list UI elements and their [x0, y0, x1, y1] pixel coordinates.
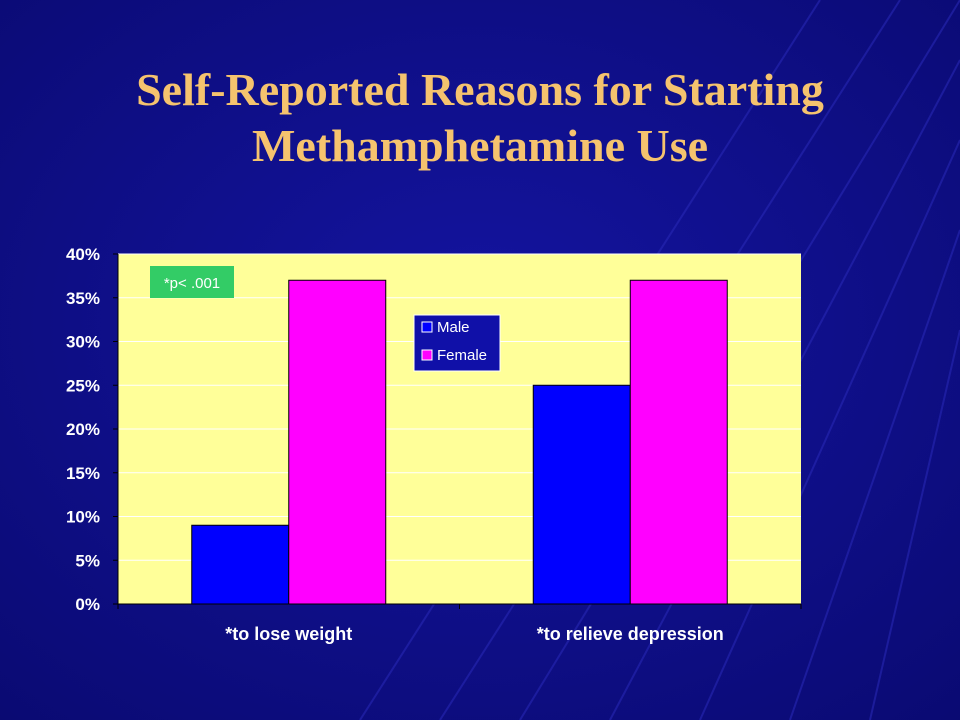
- bar-male-2: [532, 384, 631, 605]
- x-category-label: *to lose weight: [225, 624, 352, 644]
- bar-female-2: [629, 279, 728, 605]
- slide-title: Self-Reported Reasons for Starting Metha…: [40, 62, 920, 174]
- y-tick-label: 10%: [66, 508, 100, 527]
- x-category-label: *to relieve depression: [537, 624, 724, 644]
- y-tick-label: 15%: [66, 464, 100, 483]
- slide-title-line-1: Self-Reported Reasons for Starting: [136, 64, 824, 115]
- y-tick-label: 40%: [66, 245, 100, 264]
- legend-label-male: Male: [437, 319, 470, 336]
- y-tick-label: 25%: [66, 376, 100, 395]
- legend-swatch-male: [421, 321, 433, 333]
- y-tick-label: 0%: [75, 595, 100, 614]
- y-tick-label: 30%: [66, 333, 100, 352]
- y-axis-ticks: 0% 5% 10% 15% 20% 25% 30% 35% 40%: [66, 245, 118, 614]
- bar-male-1: [191, 524, 290, 605]
- slide-title-line-2: Methamphetamine Use: [251, 120, 709, 171]
- significance-note: *p< .001: [150, 266, 234, 298]
- y-tick-label: 20%: [66, 420, 100, 439]
- x-axis-labels: *to lose weight *to relieve depression: [225, 624, 724, 644]
- significance-note-text: *p< .001: [164, 275, 220, 292]
- y-tick-label: 35%: [66, 289, 100, 308]
- bars: [191, 279, 728, 605]
- legend: Male Female: [413, 314, 501, 372]
- y-tick-label: 5%: [75, 551, 100, 570]
- legend-label-female: Female: [437, 347, 487, 364]
- legend-swatch-female: [421, 349, 433, 361]
- significance-note-box: [150, 266, 234, 298]
- bar-female-1: [288, 279, 387, 605]
